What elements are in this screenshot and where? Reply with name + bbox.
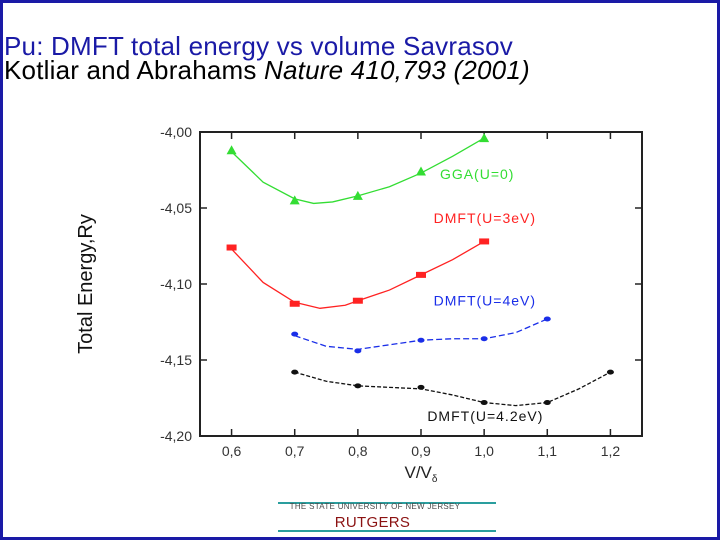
y-tick-label: -4,20 — [160, 428, 192, 444]
footer-university: THE STATE UNIVERSITY OF NEW JERSEY — [289, 502, 461, 511]
data-point — [226, 145, 237, 155]
title-authors: Kotliar and Abrahams — [4, 55, 265, 85]
data-point — [352, 190, 363, 200]
footer-brand: RUTGERS — [334, 514, 411, 531]
data-point — [480, 400, 488, 406]
footer-rule-bottom — [278, 530, 496, 532]
data-point — [416, 271, 426, 278]
data-point — [479, 133, 490, 143]
data-point — [417, 384, 425, 390]
x-axis-label: V/Vδ — [405, 463, 438, 485]
x-tick-label: 1,1 — [538, 443, 558, 459]
data-point — [289, 300, 300, 307]
data-point — [416, 166, 426, 176]
data-point — [289, 195, 300, 205]
data-point — [354, 383, 362, 389]
series-label: GGA(U=0) — [440, 166, 515, 182]
title-citation: Nature 410,793 (2001) — [264, 55, 530, 85]
x-tick-label: 0,6 — [222, 443, 242, 459]
series-label: DMFT(U=4.2eV) — [427, 408, 543, 424]
x-tick-label: 0,8 — [348, 443, 368, 459]
series-line — [231, 240, 485, 309]
data-point — [543, 400, 551, 406]
series-2: DMFT(U=4eV) — [291, 292, 551, 354]
data-point — [291, 331, 299, 337]
title-line-1: Pu: DMFT total energy vs volume Savrasov — [4, 31, 513, 61]
series-0: GGA(U=0) — [226, 133, 515, 205]
series-3: DMFT(U=4.2eV) — [291, 369, 614, 424]
y-tick-label: -4,15 — [160, 352, 192, 368]
series-line — [294, 371, 611, 407]
data-point — [606, 369, 614, 375]
x-tick-label: 0,9 — [411, 443, 431, 459]
series-line — [294, 318, 548, 351]
x-tick-label: 0,7 — [285, 443, 305, 459]
title-line-2: Kotliar and Abrahams Nature 410,793 (200… — [4, 55, 709, 85]
y-tick-label: -4,05 — [160, 200, 192, 216]
series-label: DMFT(U=4eV) — [434, 292, 536, 308]
series-line — [231, 137, 485, 205]
x-tick-label: 1,2 — [601, 443, 621, 459]
y-axis-label: Total Energy,Ry — [75, 214, 97, 354]
footer-rule-top — [278, 502, 496, 504]
data-point — [479, 238, 490, 245]
y-tick-label: -4,00 — [160, 124, 192, 140]
x-tick-label: 1,0 — [474, 443, 494, 459]
energy-volume-chart: -4,00 -4,05 -4,10 -4,15 -4,20 0,6 0,7 0,8 0,9 1,0… — [75, 124, 643, 485]
data-point — [352, 297, 363, 304]
y-tick-label: -4,10 — [160, 276, 192, 292]
data-point — [417, 337, 425, 343]
data-point — [354, 348, 362, 354]
series-1: DMFT(U=3eV) — [226, 210, 536, 309]
data-point — [480, 336, 488, 342]
x-axis-label-subscript: δ — [432, 474, 438, 485]
slide-title: Pu: DMFT total energy vs volume Savrasov… — [4, 31, 709, 85]
data-point — [291, 369, 299, 375]
data-point — [543, 316, 551, 322]
data-point — [226, 244, 237, 251]
series-label: DMFT(U=3eV) — [434, 210, 536, 226]
